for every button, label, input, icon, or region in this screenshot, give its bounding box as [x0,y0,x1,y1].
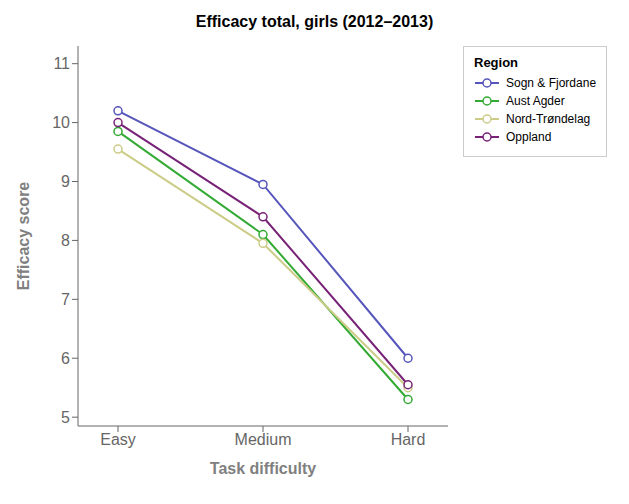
html-text:Nord-Trøndelag: Nord-Trøndelag [506,112,591,126]
svg-text:Hard: Hard [391,431,426,448]
svg-text:Easy: Easy [100,431,136,448]
html-text:Region: Region [474,55,519,70]
svg-text:11: 11 [53,55,70,72]
html-text:Aust Agder: Aust Agder [506,94,565,108]
svg-text:Task difficulty: Task difficulty [210,460,316,477]
svg-text:8: 8 [61,232,70,249]
svg-text:Efficacy score: Efficacy score [15,182,32,291]
html-text:Sogn & Fjordane: Sogn & Fjordane [506,76,597,90]
html-text:Oppland: Oppland [506,130,552,144]
svg-text:6: 6 [61,350,70,367]
svg-text:7: 7 [61,291,70,308]
svg-text:10: 10 [52,114,70,131]
svg-text:5: 5 [61,409,70,426]
svg-text:Medium: Medium [235,431,292,448]
svg-text:9: 9 [61,173,70,190]
html-text:Efficacy total, girls (2012–20: Efficacy total, girls (2012–2013) [195,13,434,30]
